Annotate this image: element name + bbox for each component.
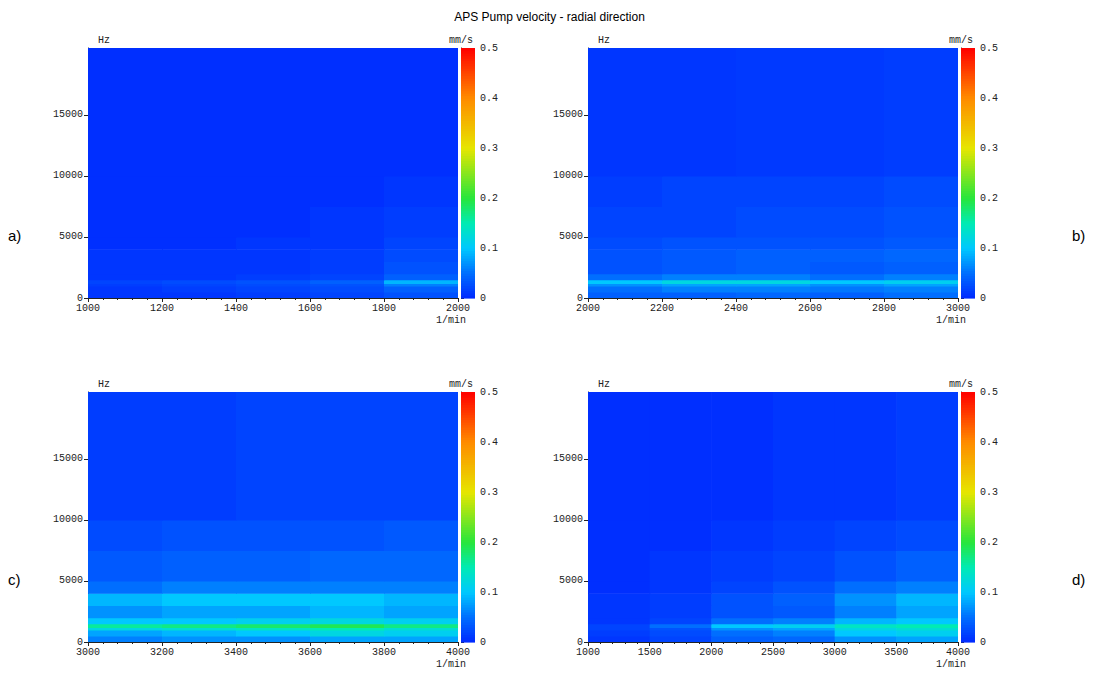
- svg-text:0.2: 0.2: [480, 537, 498, 548]
- svg-text:0: 0: [480, 293, 486, 304]
- svg-text:4000: 4000: [446, 647, 470, 658]
- svg-text:mm/s: mm/s: [449, 379, 473, 390]
- svg-text:0.3: 0.3: [980, 143, 998, 154]
- svg-text:c): c): [8, 571, 21, 588]
- svg-text:15000: 15000: [53, 453, 83, 464]
- svg-text:0.1: 0.1: [480, 243, 498, 254]
- svg-text:mm/s: mm/s: [949, 35, 973, 46]
- svg-text:3800: 3800: [372, 647, 396, 658]
- svg-text:0.1: 0.1: [480, 587, 498, 598]
- svg-text:a): a): [8, 227, 21, 244]
- svg-text:2600: 2600: [798, 303, 822, 314]
- svg-text:0.4: 0.4: [980, 437, 998, 448]
- svg-text:0.3: 0.3: [480, 487, 498, 498]
- svg-text:0.3: 0.3: [980, 487, 998, 498]
- svg-text:0.4: 0.4: [480, 437, 498, 448]
- svg-text:0.5: 0.5: [980, 43, 998, 54]
- svg-text:5000: 5000: [559, 231, 583, 242]
- svg-text:3400: 3400: [224, 647, 248, 658]
- svg-text:3500: 3500: [884, 647, 908, 658]
- svg-text:2500: 2500: [761, 647, 785, 658]
- svg-text:2800: 2800: [872, 303, 896, 314]
- svg-text:3000: 3000: [823, 647, 847, 658]
- svg-text:1/min: 1/min: [436, 659, 466, 670]
- svg-text:2400: 2400: [724, 303, 748, 314]
- svg-text:0.4: 0.4: [480, 93, 498, 104]
- svg-text:2000: 2000: [699, 647, 723, 658]
- svg-text:0: 0: [77, 292, 83, 304]
- svg-text:10000: 10000: [553, 514, 583, 525]
- svg-text:0.5: 0.5: [480, 43, 498, 54]
- svg-text:Hz: Hz: [598, 35, 610, 46]
- svg-text:APS Pump velocity - radial dir: APS Pump velocity - radial direction: [454, 10, 645, 24]
- svg-text:15000: 15000: [553, 109, 583, 120]
- svg-text:0.1: 0.1: [980, 243, 998, 254]
- svg-text:0: 0: [77, 636, 83, 648]
- svg-text:1200: 1200: [150, 303, 174, 314]
- svg-text:5000: 5000: [559, 575, 583, 586]
- svg-text:0: 0: [577, 636, 583, 648]
- svg-text:0.2: 0.2: [980, 193, 998, 204]
- svg-text:0.1: 0.1: [980, 587, 998, 598]
- svg-text:1000: 1000: [576, 647, 600, 658]
- svg-text:10000: 10000: [553, 170, 583, 181]
- svg-text:10000: 10000: [53, 514, 83, 525]
- svg-text:mm/s: mm/s: [949, 379, 973, 390]
- svg-text:1000: 1000: [76, 303, 100, 314]
- svg-text:mm/s: mm/s: [449, 35, 473, 46]
- svg-text:1/min: 1/min: [436, 315, 466, 326]
- svg-text:15000: 15000: [553, 453, 583, 464]
- svg-text:0: 0: [980, 637, 986, 648]
- svg-text:d): d): [1072, 571, 1085, 588]
- svg-text:0.4: 0.4: [980, 93, 998, 104]
- svg-text:0.2: 0.2: [480, 193, 498, 204]
- svg-text:1800: 1800: [372, 303, 396, 314]
- svg-text:1/min: 1/min: [936, 659, 966, 670]
- svg-text:Hz: Hz: [598, 379, 610, 390]
- svg-text:2000: 2000: [576, 303, 600, 314]
- svg-text:0: 0: [577, 292, 583, 304]
- svg-text:1600: 1600: [298, 303, 322, 314]
- svg-text:1/min: 1/min: [936, 315, 966, 326]
- svg-text:0.5: 0.5: [980, 387, 998, 398]
- svg-text:b): b): [1072, 227, 1085, 244]
- svg-text:3200: 3200: [150, 647, 174, 658]
- svg-text:3600: 3600: [298, 647, 322, 658]
- svg-text:0: 0: [480, 637, 486, 648]
- svg-text:5000: 5000: [59, 231, 83, 242]
- svg-text:0: 0: [980, 293, 986, 304]
- svg-text:Hz: Hz: [98, 35, 110, 46]
- svg-text:0.5: 0.5: [480, 387, 498, 398]
- svg-text:3000: 3000: [946, 303, 970, 314]
- svg-text:Hz: Hz: [98, 379, 110, 390]
- svg-text:10000: 10000: [53, 170, 83, 181]
- svg-text:2200: 2200: [650, 303, 674, 314]
- svg-text:0.2: 0.2: [980, 537, 998, 548]
- svg-text:1400: 1400: [224, 303, 248, 314]
- svg-text:15000: 15000: [53, 109, 83, 120]
- svg-text:0.3: 0.3: [480, 143, 498, 154]
- svg-text:5000: 5000: [59, 575, 83, 586]
- svg-text:1500: 1500: [638, 647, 662, 658]
- svg-text:3000: 3000: [76, 647, 100, 658]
- svg-text:4000: 4000: [946, 647, 970, 658]
- svg-text:2000: 2000: [446, 303, 470, 314]
